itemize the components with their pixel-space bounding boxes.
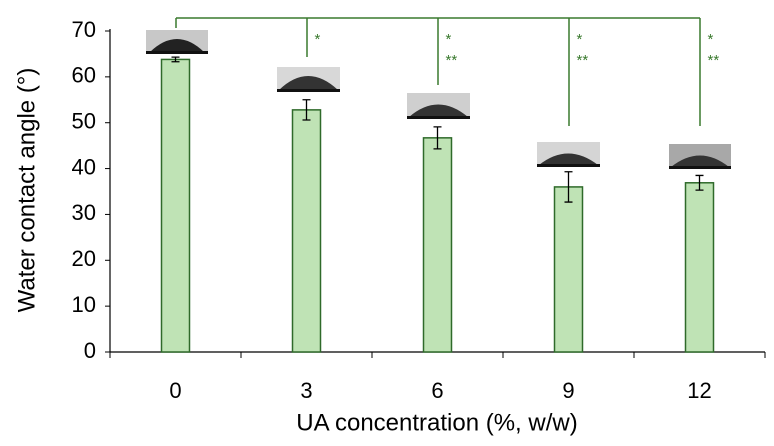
x-tick-label: 6 — [431, 378, 443, 403]
y-tick-label: 30 — [72, 200, 96, 225]
y-tick-label: 10 — [72, 292, 96, 317]
y-axis-title: Water contact angle (°) — [13, 68, 40, 313]
significance-mark: ** — [577, 52, 589, 69]
error-bar — [171, 56, 180, 63]
y-tick-label: 70 — [72, 17, 96, 42]
x-axis-title: UA concentration (%, w/w) — [296, 409, 577, 436]
bracket-lines — [175, 17, 701, 126]
significance-mark: * — [577, 31, 583, 48]
x-tick-label: 12 — [687, 378, 711, 403]
y-tick-label: 40 — [72, 154, 96, 179]
significance-bracket — [175, 17, 701, 126]
y-tick-label: 0 — [84, 338, 96, 363]
droplet — [537, 142, 600, 167]
error-bar — [433, 126, 442, 150]
bar — [160, 58, 191, 353]
x-tick-label: 3 — [300, 378, 312, 403]
droplet — [277, 67, 340, 92]
bar — [291, 109, 322, 353]
error-bar — [564, 171, 573, 203]
x-tick-label: 9 — [562, 378, 574, 403]
x-tick-label: 0 — [169, 378, 181, 403]
significance-mark: * — [315, 31, 321, 48]
droplet — [669, 144, 731, 169]
bar — [422, 137, 453, 353]
error-bar — [695, 174, 704, 191]
bar — [684, 182, 715, 353]
bar — [553, 186, 584, 353]
droplet-images — [146, 30, 731, 169]
droplet — [407, 93, 470, 119]
y-tick-label: 50 — [72, 109, 96, 134]
y-tick-label: 60 — [72, 63, 96, 88]
droplet — [146, 30, 208, 54]
y-tick-label: 20 — [72, 246, 96, 271]
error-bar — [302, 99, 311, 121]
significance-mark: * — [446, 31, 452, 48]
significance-mark: ** — [446, 52, 458, 69]
significance-mark: ** — [708, 52, 720, 69]
significance-mark: * — [708, 31, 714, 48]
